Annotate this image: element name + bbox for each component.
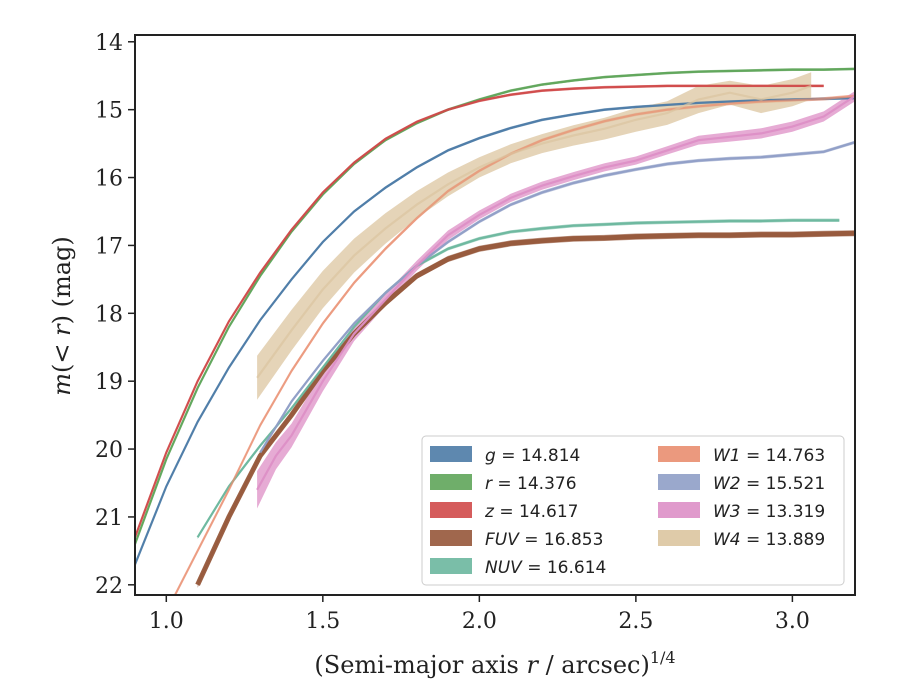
line-fuv <box>195 230 855 586</box>
line-r <box>135 67 855 545</box>
y-tick-label: 22 <box>95 574 123 599</box>
line-nuv <box>196 219 840 538</box>
x-axis-label: (Semi-major axis r / arcsec)1/4 <box>314 648 675 679</box>
legend-swatch-w4 <box>658 530 700 546</box>
y-tick-label: 21 <box>95 506 123 531</box>
line-z <box>135 84 824 538</box>
line-w2 <box>259 141 855 454</box>
legend-swatch-r <box>430 474 472 490</box>
y-axis-ticks: 14 15 16 17 18 19 20 21 22 <box>95 31 135 599</box>
x-tick-label: 1.5 <box>305 609 340 634</box>
line-g <box>135 97 855 565</box>
legend-box <box>421 435 845 586</box>
band-w4 <box>257 72 812 400</box>
band-w2 <box>260 140 855 455</box>
legend-swatch-w1 <box>658 446 700 462</box>
legend-label-z: z = 14.617 <box>484 502 578 522</box>
legend-label-w2: W2 = 15.521 <box>713 474 825 494</box>
legend-label-w1: W1 = 14.763 <box>713 446 825 466</box>
y-tick-label: 16 <box>95 167 123 192</box>
legend-swatch-z <box>430 502 472 518</box>
series-bands <box>135 67 855 595</box>
legend-label-g: g = 14.814 <box>485 446 580 466</box>
legend-label-w3: W3 = 13.319 <box>713 502 825 522</box>
legend-label-nuv: NUV = 16.614 <box>485 558 606 578</box>
y-tick-label: 18 <box>95 302 123 327</box>
x-tick-label: 1.0 <box>149 609 184 634</box>
legend-swatch-g <box>430 446 472 462</box>
y-tick-label: 17 <box>95 234 123 259</box>
line-w1 <box>173 95 855 595</box>
legend: g = 14.814 r = 14.376 z = 14.617 FUV = 16.8… <box>421 435 845 586</box>
legend-swatch-w3 <box>658 502 700 518</box>
plot-frame <box>134 34 856 596</box>
legend-label-fuv: FUV = 16.853 <box>485 530 603 550</box>
legend-swatch-fuv <box>430 530 472 546</box>
y-tick-label: 20 <box>95 438 123 463</box>
legend-label-w4: W4 = 13.889 <box>713 530 825 550</box>
line-w4 <box>256 84 812 379</box>
legend-swatch-w2 <box>658 474 700 490</box>
y-tick-label: 19 <box>95 370 123 395</box>
series-lines <box>135 67 855 595</box>
x-tick-label: 3.0 <box>775 609 810 634</box>
line-w3 <box>256 95 855 491</box>
x-tick-label: 2.5 <box>618 609 653 634</box>
x-tick-label: 2.0 <box>462 609 497 634</box>
legend-swatch-nuv <box>430 558 472 574</box>
y-tick-label: 15 <box>95 99 123 124</box>
legend-label-r: r = 14.376 <box>485 474 577 494</box>
y-axis-label: m(< r) (mag) <box>48 236 76 396</box>
x-axis-ticks: 1.0 1.5 2.0 2.5 3.0 <box>149 595 810 634</box>
y-tick-label: 14 <box>95 31 123 56</box>
